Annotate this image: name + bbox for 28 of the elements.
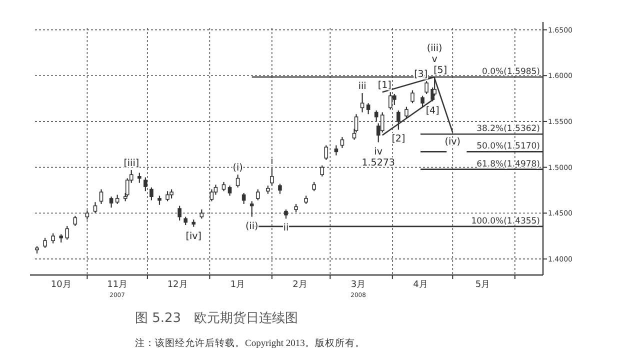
annotation: [4] [426,105,440,116]
annotation: 100.0%(1.4355) [471,216,540,226]
text: 图 5.23 欧元期货日连续图 [135,311,298,326]
x-tick-label: 4月 [413,280,428,290]
annotation: (i) [232,162,243,174]
annotation: 38.2%(1.5362) [476,124,540,134]
annotation: 61.8%(1.4978) [476,159,540,170]
x-tick-label: 1月 [230,280,246,290]
x-tick-label: 10月 [50,280,72,290]
annotation: i [270,156,274,168]
annotation: 1.5273 [362,157,395,168]
annotation: 0.0%(1.5985) [482,67,540,77]
annotation: iv [374,146,383,158]
x-tick-label: 2月 [292,280,308,290]
annotation: [5] [434,65,448,76]
annotation: [2] [392,134,406,145]
annotation: [iv] [186,230,202,242]
annotation: 50.0%(1.5170) [476,142,540,152]
annotation: [1] [378,80,392,92]
annotation: (ii) [246,220,258,232]
annotation: v [432,54,438,65]
annotation: [iii] [124,158,140,170]
annotation: (iv) [444,136,460,148]
x-tick-label: 5月 [475,280,490,290]
x-tick-label: 12月 [167,280,188,290]
annotation: iii [358,81,366,92]
text: 注：该图经允许后转载。Copyright 2013。版权所有。 [135,337,365,349]
annotation: (iii) [426,43,442,54]
